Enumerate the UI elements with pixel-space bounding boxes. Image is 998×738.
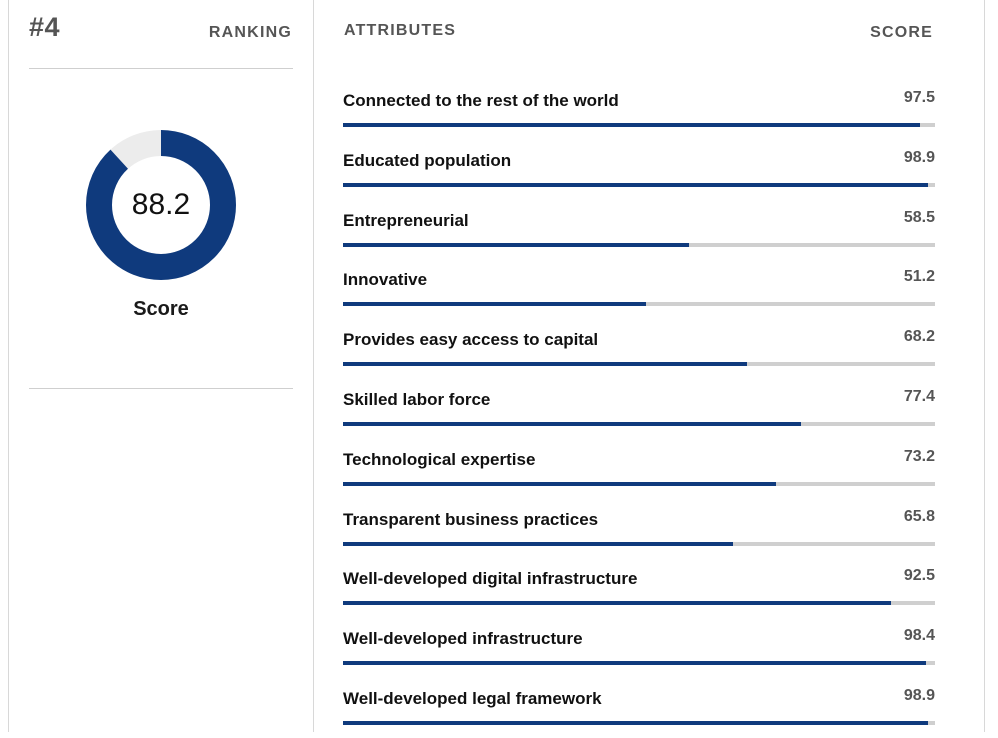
attribute-bar-fill — [343, 242, 690, 247]
attribute-bar-track — [343, 601, 935, 606]
attribute-bar-track — [343, 661, 935, 666]
attribute-score: 58.5 — [903, 208, 935, 226]
attribute-name: Educated population — [343, 150, 512, 170]
attribute-bar-fill — [343, 302, 647, 307]
card-frame — [8, 0, 985, 732]
attribute-list: Connected to the rest of the world 97.5 … — [343, 80, 935, 738]
attribute-bar-track — [343, 541, 935, 546]
attribute-bar-fill — [343, 541, 733, 546]
attribute-score: 98.4 — [903, 627, 935, 645]
attribute-score: 77.4 — [903, 387, 935, 405]
attribute-bar-fill — [343, 481, 777, 486]
attribute-bar-track — [343, 720, 935, 725]
attribute-name: Well-developed digital infrastructure — [343, 569, 638, 589]
attribute-row: Skilled labor force 77.4 — [343, 379, 935, 439]
attribute-bar-track — [343, 182, 935, 187]
rank-number: #4 — [29, 12, 61, 42]
attribute-bar-fill — [343, 362, 747, 367]
attribute-name: Connected to the rest of the world — [343, 91, 619, 110]
overall-score-value: 88.2 — [131, 188, 191, 221]
attribute-row: Connected to the rest of the world 97.5 — [343, 80, 935, 140]
attribute-bar-track — [343, 481, 935, 486]
attribute-score: 73.2 — [903, 447, 935, 465]
attribute-score: 98.9 — [903, 148, 935, 166]
ranking-panel: #4 RANKING 88.2 Score — [8, 0, 314, 732]
score-donut-chart — [86, 130, 236, 280]
attribute-score: 98.9 — [903, 686, 935, 704]
attribute-bar-track — [343, 302, 935, 307]
attribute-bar-fill — [343, 601, 891, 606]
attributes-header: ATTRIBUTES — [344, 22, 457, 39]
attribute-name: Well-developed infrastructure — [343, 629, 583, 649]
attribute-score: 92.5 — [903, 567, 935, 585]
attribute-name: Transparent business practices — [343, 509, 599, 529]
attribute-row: Transparent business practices 65.8 — [343, 499, 935, 559]
ranking-divider-bottom — [29, 388, 293, 389]
attribute-row: Educated population 98.9 — [343, 140, 935, 200]
donut-fill — [86, 130, 236, 280]
attribute-row: Provides easy access to capital 68.2 — [343, 319, 935, 379]
attributes-panel: ATTRIBUTES SCORE Connected to the rest o… — [314, 0, 984, 732]
attribute-bar-track — [343, 362, 935, 367]
ranking-label: RANKING — [208, 24, 292, 41]
attribute-name: Innovative — [343, 270, 428, 290]
ranking-divider-top — [29, 68, 293, 69]
attribute-row: Well-developed digital infrastructure 92… — [343, 558, 935, 618]
attribute-bar-fill — [343, 720, 929, 725]
attribute-score: 68.2 — [903, 328, 935, 346]
attribute-name: Technological expertise — [343, 449, 536, 469]
attribute-bar-track — [343, 123, 935, 127]
attribute-score: 65.8 — [903, 507, 935, 525]
attribute-bar-track — [343, 242, 935, 247]
attribute-row: Entrepreneurial 58.5 — [343, 200, 935, 260]
attribute-row: Well-developed infrastructure 98.4 — [343, 618, 935, 678]
attribute-name: Skilled labor force — [343, 389, 491, 409]
attribute-name: Entrepreneurial — [343, 210, 469, 230]
attribute-row: Innovative 51.2 — [343, 259, 935, 319]
attribute-row: Technological expertise 73.2 — [343, 439, 935, 499]
attribute-bar-fill — [343, 421, 802, 426]
attribute-score: 97.5 — [903, 89, 935, 106]
attribute-score: 51.2 — [903, 268, 935, 286]
attribute-name: Provides easy access to capital — [343, 330, 599, 350]
attribute-bar-fill — [343, 123, 921, 127]
attribute-bar-track — [343, 421, 935, 426]
score-header: SCORE — [870, 24, 933, 41]
attribute-row: Well-developed legal framework 98.9 — [343, 678, 935, 738]
score-caption: Score — [133, 298, 189, 320]
attribute-bar-fill — [343, 182, 929, 187]
score-donut: 88.2 — [85, 129, 237, 281]
attribute-bar-fill — [343, 661, 926, 666]
attribute-name: Well-developed legal framework — [343, 688, 602, 708]
